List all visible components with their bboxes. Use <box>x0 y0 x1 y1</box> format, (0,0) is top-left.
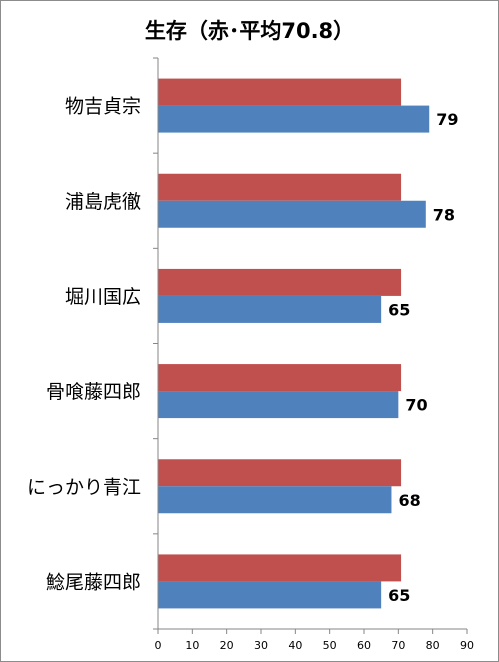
bar-value <box>158 105 430 133</box>
category-label: 浦島虎徹 <box>65 191 141 213</box>
bar-average <box>158 364 402 392</box>
x-tick-label: 30 <box>254 639 268 652</box>
bar-value <box>158 581 382 609</box>
data-label: 65 <box>388 300 410 319</box>
x-tick-label: 20 <box>220 639 234 652</box>
category-label: 物吉貞宗 <box>65 96 141 118</box>
bar-average <box>158 554 402 582</box>
bar-average <box>158 268 402 296</box>
x-tick-label: 10 <box>185 639 199 652</box>
bar-average <box>158 173 402 201</box>
bar-value <box>158 200 426 228</box>
category-label: 骨喰藤四郎 <box>46 381 141 403</box>
bar-value <box>158 295 382 323</box>
data-label: 70 <box>405 396 427 415</box>
category-label: 堀川国広 <box>65 286 141 308</box>
bar-value <box>158 391 399 419</box>
data-label: 79 <box>436 110 458 129</box>
x-tick-label: 90 <box>460 639 474 652</box>
bar-average <box>158 78 402 106</box>
x-tick-label: 0 <box>155 639 162 652</box>
x-tick-label: 80 <box>426 639 440 652</box>
x-tick-label: 40 <box>288 639 302 652</box>
x-tick-label: 60 <box>357 639 371 652</box>
category-label: 鯰尾藤四郎 <box>46 571 141 593</box>
data-label: 78 <box>433 205 455 224</box>
x-tick-label: 50 <box>323 639 337 652</box>
bar-average <box>158 459 402 487</box>
data-label: 68 <box>398 491 420 510</box>
bar-value <box>158 486 392 514</box>
category-label: にっかり青江 <box>27 476 141 498</box>
chart-title: 生存（赤･平均70.8） <box>144 19 355 43</box>
x-tick-label: 70 <box>391 639 405 652</box>
data-label: 65 <box>388 586 410 605</box>
